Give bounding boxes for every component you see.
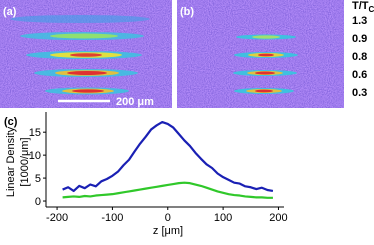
figure: (a) 200 μm (b) T/TC 1.30.90.80.60.3 (c) … (0, 0, 374, 240)
panel-a: (a) 200 μm (0, 0, 172, 108)
x-tick-label: -100 (101, 212, 123, 224)
page: {"panels": [{"label": "(a)", "scale_bar"… (0, 0, 374, 240)
x-axis-label: z [μm] (153, 225, 183, 237)
legend-value: 1.3 (352, 15, 367, 27)
legend-title-text: T/T (352, 0, 369, 12)
x-tick-label: -200 (46, 212, 68, 224)
panel-label: (a) (3, 6, 17, 18)
y-tick-label: 10 (29, 150, 41, 162)
scale-bar-label: 200 μm (116, 96, 154, 108)
legend-title: T/TC (352, 0, 374, 14)
legend-title-subscript: C (369, 5, 374, 14)
x-tick-label: 100 (214, 212, 232, 224)
legend-value: 0.6 (352, 69, 367, 81)
temperature-legend: T/TC 1.3 0.9 0.8 0.6 0.3 (352, 0, 374, 99)
panel-label: (c) (4, 116, 18, 128)
legend-value: 0.3 (352, 87, 367, 99)
x-tick-label: 0 (165, 212, 171, 224)
y-tick-label: 5 (35, 173, 41, 185)
panel-label: (b) (180, 6, 194, 18)
x-tick-label: 200 (269, 212, 287, 224)
y-tick-label: 15 (29, 127, 41, 139)
legend-value: 0.9 (352, 33, 367, 45)
y-axis-label: Linear Density (5, 126, 17, 197)
panel-b: (b) (177, 0, 344, 108)
legend-value: 0.8 (352, 51, 367, 63)
y-tick-label: 0 (35, 196, 41, 208)
data-line (63, 122, 273, 191)
